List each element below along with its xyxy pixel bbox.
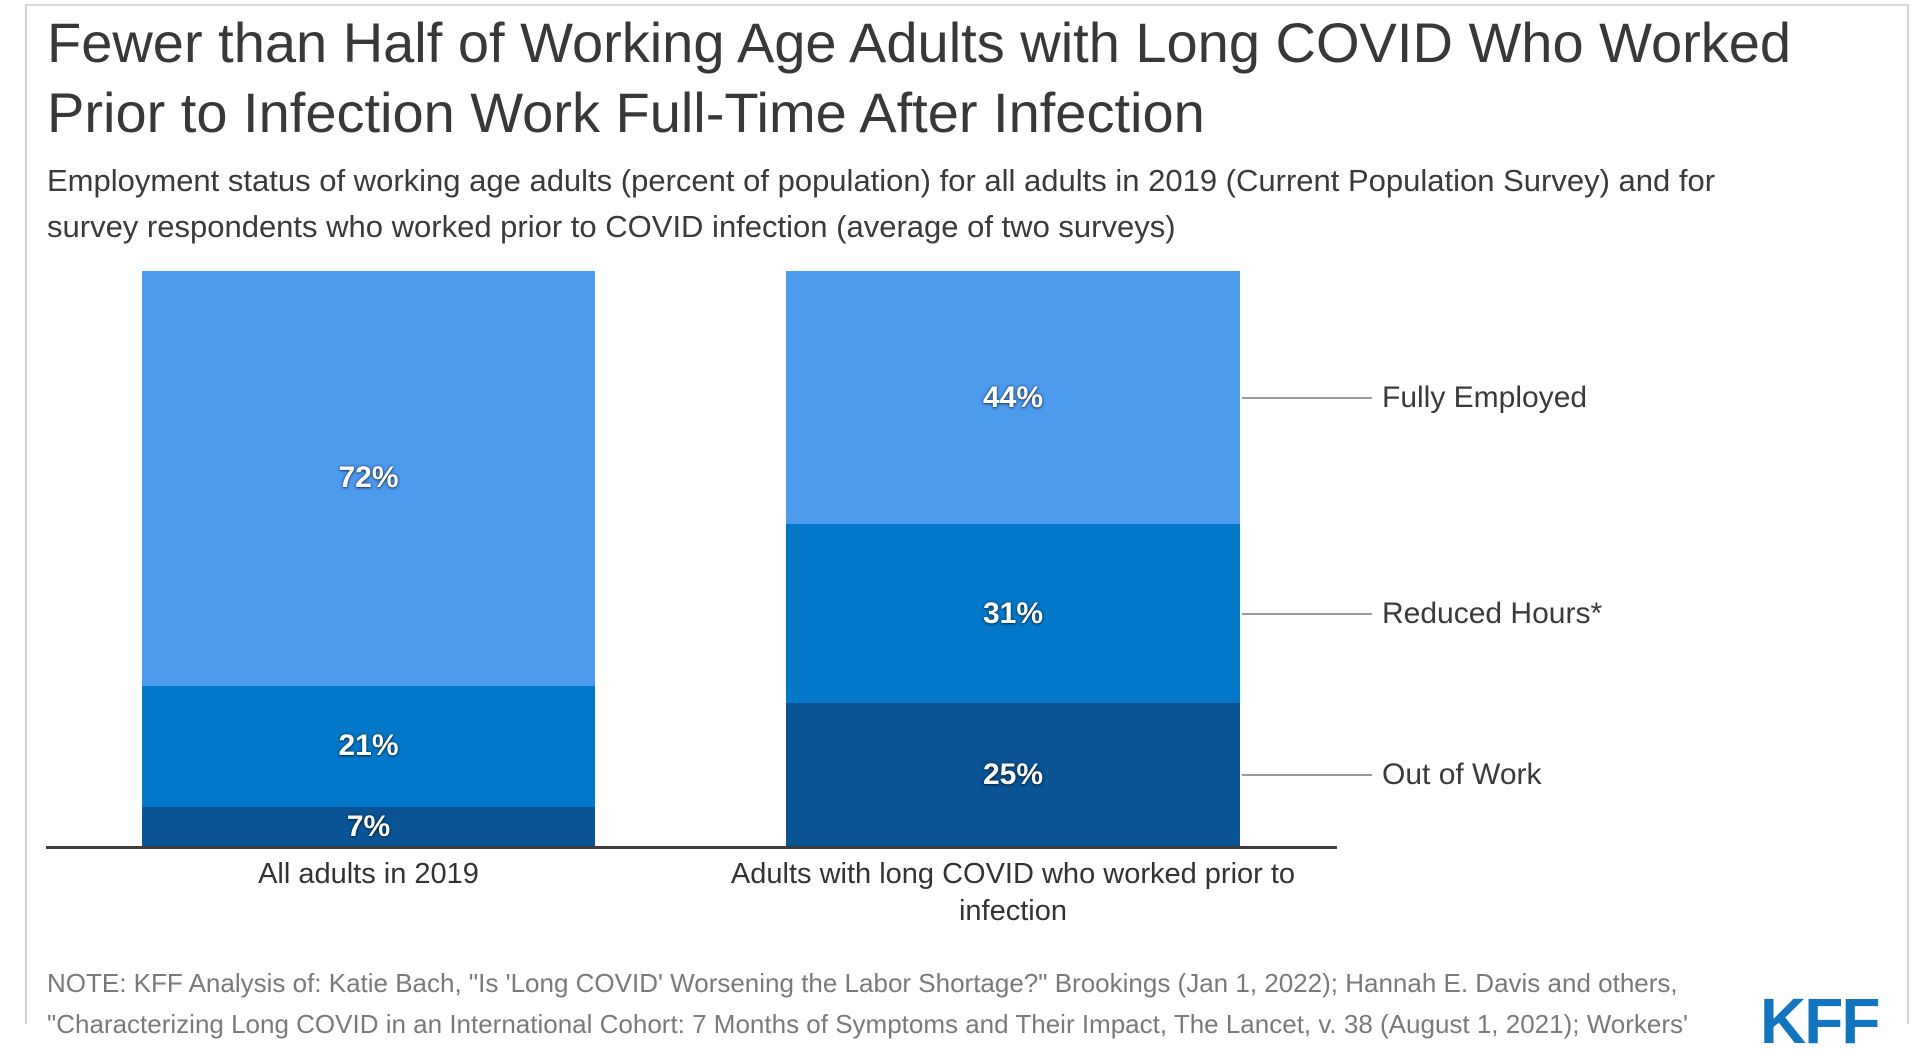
bar-value-label: 7% <box>346 809 391 843</box>
frame-border-right <box>1907 4 1909 1024</box>
category-label: All adults in 2019 <box>258 858 479 890</box>
bar-segment-reduced-hours <box>786 524 1240 703</box>
legend-label-reduced-hours: Reduced Hours* <box>1382 597 1603 630</box>
frame-border-left <box>25 4 27 1024</box>
category-label: Adults with long COVID who worked prior … <box>730 858 1296 927</box>
chart-title: Fewer than Half of Working Age Adults wi… <box>47 8 1877 148</box>
source-note: NOTE: KFF Analysis of: Katie Bach, "Is '… <box>47 963 1767 1045</box>
bar-segment-fully-employed <box>786 271 1240 525</box>
bar-segment-fully-employed <box>142 271 595 686</box>
chart-subtitle-line2: survey respondents who worked prior to C… <box>47 209 1176 244</box>
x-axis-line <box>46 846 1337 849</box>
bar-segment-reduced-hours <box>142 685 595 807</box>
bar-value-label: 25% <box>982 758 1044 791</box>
chart-subtitle: Employment status of working age adults … <box>47 158 1867 250</box>
legend-label-out-of-work: Out of Work <box>1382 758 1542 791</box>
source-note-line1: NOTE: KFF Analysis of: Katie Bach, "Is '… <box>47 968 1678 998</box>
bar-value-label: 31% <box>982 596 1044 630</box>
frame-border-top <box>25 4 1909 6</box>
legend-leader-line <box>1242 397 1372 399</box>
chart-subtitle-line1: Employment status of working age adults … <box>47 163 1716 198</box>
source-note-line2: "Characterizing Long COVID in an Interna… <box>47 1009 1688 1039</box>
bar-segment-out-of-work <box>786 703 1240 847</box>
chart-title-line1: Fewer than Half of Working Age Adults wi… <box>47 11 1792 74</box>
legend-leader-line <box>1242 774 1372 776</box>
kff-logo: KFF <box>1760 985 1880 1057</box>
legend-label-fully-employed: Fully Employed <box>1382 381 1588 414</box>
plot-area: 72% 21% 7% All adults in 2019 44% 31% 25% Adult… <box>46 271 1603 927</box>
chart-title-line2: Prior to Infection Work Full-Time After … <box>47 81 1205 144</box>
legend-leader-line <box>1242 613 1372 615</box>
bar-value-label: 44% <box>982 380 1044 414</box>
bar-value-label: 72% <box>338 461 399 495</box>
bar-segment-out-of-work <box>142 806 595 847</box>
bar-value-label: 21% <box>338 729 399 763</box>
